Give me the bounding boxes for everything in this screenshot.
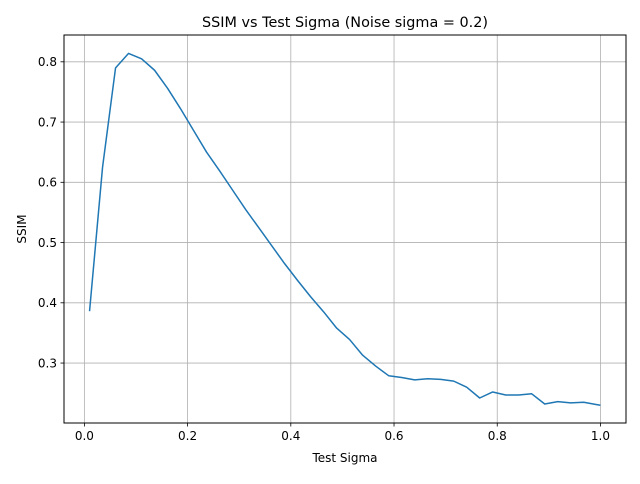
y-tick-label: 0.8 bbox=[38, 55, 57, 69]
y-tick-label: 0.3 bbox=[38, 356, 57, 370]
y-axis-ticks: 0.3 0.4 0.5 0.6 0.7 0.8 bbox=[38, 55, 64, 370]
y-axis-label: SSIM bbox=[15, 214, 29, 243]
y-tick-label: 0.4 bbox=[38, 296, 57, 310]
series-line-0 bbox=[88, 52, 601, 406]
x-tick-label: 0.8 bbox=[488, 429, 507, 443]
y-tick-label: 0.5 bbox=[38, 236, 57, 250]
y-tick-label: 0.6 bbox=[38, 176, 57, 190]
series-layer bbox=[88, 52, 601, 406]
grid-lines bbox=[64, 35, 626, 423]
x-tick-label: 1.0 bbox=[591, 429, 610, 443]
x-axis-ticks: 0.0 0.2 0.4 0.6 0.8 1.0 bbox=[75, 423, 610, 443]
x-tick-label: 0.0 bbox=[75, 429, 94, 443]
x-axis-label: Test Sigma bbox=[311, 451, 377, 465]
x-tick-label: 0.6 bbox=[384, 429, 403, 443]
x-tick-label: 0.4 bbox=[281, 429, 300, 443]
y-tick-label: 0.7 bbox=[38, 115, 57, 129]
chart-title: SSIM vs Test Sigma (Noise sigma = 0.2) bbox=[202, 15, 488, 31]
x-tick-label: 0.2 bbox=[178, 429, 197, 443]
plot-area-frame bbox=[63, 34, 627, 424]
